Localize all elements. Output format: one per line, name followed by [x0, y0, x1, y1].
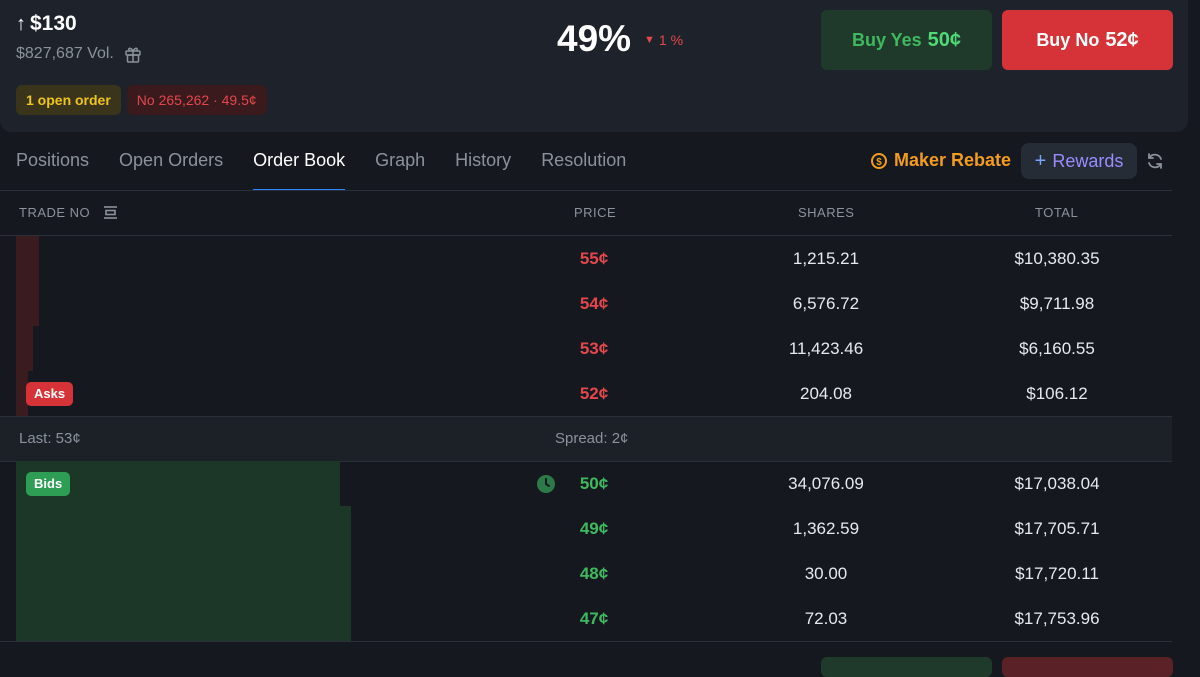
header-total: TOTAL	[1035, 205, 1079, 220]
bid-depth-bar	[16, 506, 351, 551]
ask-price: 55¢	[579, 249, 609, 268]
buy-no-label: Buy No	[1036, 29, 1100, 50]
ask-price: 52¢	[579, 384, 609, 403]
probability-change: ▼ 1 %	[644, 32, 683, 48]
position-value: ↑ $130	[16, 12, 77, 36]
ask-shares: 11,423.46	[788, 339, 864, 358]
ask-row[interactable]: 52¢ 204.08 $106.12	[16, 371, 1172, 416]
volume: $827,687 Vol.	[16, 45, 142, 63]
refresh-icon[interactable]	[1146, 152, 1164, 170]
arrow-up-icon: ↑	[16, 12, 26, 35]
bid-shares: 72.03	[804, 609, 848, 628]
bids-tag: Bids	[26, 472, 71, 496]
position-value-text: $130	[30, 12, 77, 35]
market-summary-card: ↑ $130 $827,687 Vol. 1 open order No 265…	[0, 0, 1188, 132]
asks-tag: Asks	[26, 382, 74, 406]
tab-open-orders[interactable]: Open Orders	[119, 150, 224, 170]
tab-resolution[interactable]: Resolution	[541, 150, 627, 170]
bid-depth-bar	[16, 551, 351, 596]
ask-depth-bar	[16, 281, 39, 326]
volume-text: $827,687 Vol.	[16, 45, 114, 62]
bid-price: 50¢	[579, 474, 609, 493]
maker-rebate-label: Maker Rebate	[894, 150, 1012, 170]
ask-row[interactable]: 53¢ 11,423.46 $6,160.55	[16, 326, 1172, 371]
bid-total: $17,753.96	[1014, 609, 1100, 628]
header-shares: SHARES	[798, 205, 855, 220]
bid-total: $17,038.04	[1014, 474, 1100, 493]
ask-row[interactable]: 55¢ 1,215.21 $10,380.35	[16, 236, 1172, 281]
buy-yes-button[interactable]: Buy Yes 50¢	[821, 10, 992, 70]
ask-row[interactable]: 54¢ 6,576.72 $9,711.98	[16, 281, 1172, 326]
buy-no-price: 52¢	[1105, 28, 1139, 51]
down-triangle-icon: ▼	[644, 34, 655, 46]
maker-rebate-link[interactable]: $ Maker Rebate	[871, 150, 1011, 171]
spread: Spread: 2¢	[555, 430, 629, 447]
ask-depth-bar	[16, 326, 33, 371]
probability: 49%	[557, 18, 632, 59]
tab-history[interactable]: History	[455, 150, 512, 170]
ask-price: 54¢	[579, 294, 609, 313]
no-position-badge[interactable]: No 265,262 · 49.5¢	[126, 85, 267, 115]
bid-shares: 30.00	[804, 564, 848, 583]
header-price: PRICE	[574, 205, 617, 220]
ask-shares: 204.08	[800, 384, 852, 403]
ask-total: $9,711.98	[1019, 294, 1095, 313]
bid-shares: 34,076.09	[788, 474, 864, 493]
tab-bar: Positions Open Orders Order Book Graph H…	[16, 145, 656, 191]
ask-price: 53¢	[579, 339, 609, 358]
bid-total: $17,720.11	[1015, 564, 1099, 583]
order-badges: 1 open order No 265,262 · 49.5¢	[16, 85, 267, 115]
tab-positions[interactable]: Positions	[16, 150, 90, 170]
tab-graph[interactable]: Graph	[375, 150, 426, 170]
change-text: 1 %	[658, 32, 684, 48]
ask-total: $106.12	[1026, 384, 1088, 403]
ask-shares: 6,576.72	[792, 294, 860, 313]
tab-order-book[interactable]: Order Book	[253, 145, 346, 191]
last-price: Last: 53¢	[19, 430, 81, 447]
center-align-icon[interactable]	[103, 205, 118, 220]
bid-shares: 1,362.59	[792, 519, 860, 538]
ask-total: $6,160.55	[1019, 339, 1095, 358]
bid-depth-bar	[16, 596, 351, 641]
ask-depth-bar	[16, 236, 39, 281]
next-card-yes-ghost	[821, 657, 992, 677]
tab-divider	[0, 190, 1172, 191]
bid-row[interactable]: 48¢ 30.00 $17,720.11	[16, 551, 1172, 596]
order-book-header: TRADE NO PRICE SHARES TOTAL	[0, 191, 1172, 236]
bid-total: $17,705.71	[1014, 519, 1100, 538]
gift-icon[interactable]	[124, 45, 142, 63]
clock-icon	[537, 475, 555, 493]
bid-price: 47¢	[579, 609, 609, 628]
last-spread-row: Last: 53¢ Spread: 2¢	[0, 416, 1172, 462]
rewards-label: Rewards	[1052, 150, 1124, 171]
buy-yes-label: Buy Yes	[851, 29, 922, 50]
book-bottom-divider	[0, 641, 1172, 642]
open-order-badge[interactable]: 1 open order	[16, 85, 121, 115]
buy-no-button[interactable]: Buy No 52¢	[1002, 10, 1173, 70]
plus-icon: +	[1034, 149, 1047, 172]
header-trade-no: TRADE NO	[19, 205, 91, 220]
ask-shares: 1,215.21	[792, 249, 860, 268]
bid-price: 48¢	[579, 564, 609, 583]
buy-yes-price: 50¢	[927, 28, 962, 51]
bid-row[interactable]: 49¢ 1,362.59 $17,705.71	[16, 506, 1172, 551]
next-card-no-ghost	[1002, 657, 1173, 677]
bid-row[interactable]: 47¢ 72.03 $17,753.96	[16, 596, 1172, 641]
rewards-button[interactable]: + Rewards	[1021, 143, 1137, 179]
ask-total: $10,380.35	[1014, 249, 1100, 268]
bid-row[interactable]: 50¢ 34,076.09 $17,038.04	[16, 461, 1172, 506]
coin-icon: $	[871, 152, 887, 169]
bid-price: 49¢	[579, 519, 609, 538]
ask-depth-bar	[16, 371, 28, 416]
